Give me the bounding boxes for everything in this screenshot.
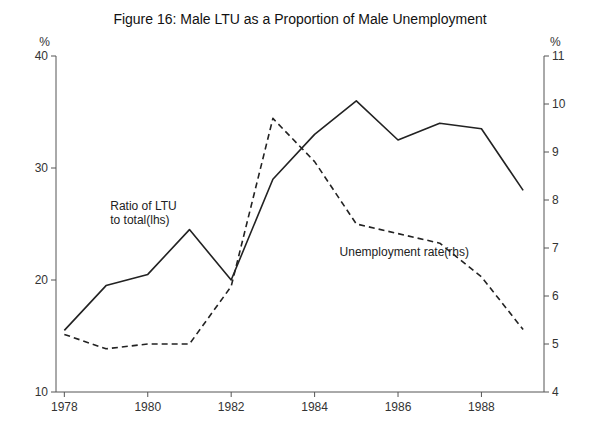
y2-tick	[544, 200, 549, 201]
title: Figure 16: Male LTU as a Proportion of M…	[113, 11, 486, 27]
background	[0, 0, 600, 436]
y2-tick	[544, 296, 549, 297]
y-tick	[51, 168, 56, 169]
chart: Figure 16: Male LTU as a Proportion of M…	[0, 0, 600, 436]
y2-tick	[544, 104, 549, 105]
y-tick-label: 10	[35, 385, 49, 399]
y2-tick-label: 5	[552, 337, 559, 351]
y-tick-label: 20	[35, 273, 49, 287]
y2-tick-label: 10	[552, 97, 566, 111]
series-line	[64, 118, 523, 348]
x-tick-label: 1982	[218, 400, 245, 414]
x-tick-label: 1984	[301, 400, 328, 414]
y-axis-label: %	[39, 35, 50, 49]
axes: 1978 1980 1982 1984 1986 1988 10 20 30 40 4 5 6 7 8 9 10…	[35, 49, 566, 414]
y-tick	[51, 280, 56, 281]
x-tick	[231, 392, 232, 397]
y-axis-line	[56, 56, 57, 392]
y-tick	[51, 56, 56, 57]
y-tick	[51, 392, 56, 393]
plot-area	[64, 101, 523, 349]
annotation: Ratio of LTUto total(lhs)	[110, 199, 176, 227]
y2-tick-label: 4	[552, 385, 559, 399]
x-tick	[64, 392, 65, 397]
y2-tick	[544, 152, 549, 153]
x-tick-label: 1988	[468, 400, 495, 414]
x-tick	[481, 392, 482, 397]
y-tick-label: 40	[35, 49, 49, 63]
y2-axis-line	[544, 56, 545, 392]
y2-tick-label: 8	[552, 193, 559, 207]
x-tick-label: 1978	[51, 400, 78, 414]
y2-tick	[544, 248, 549, 249]
x-tick-label: 1980	[134, 400, 161, 414]
annotation: Unemployment rate(rhs)	[340, 245, 469, 259]
x-tick-label: 1986	[385, 400, 412, 414]
y2-tick-label: 6	[552, 289, 559, 303]
x-tick	[398, 392, 399, 397]
x-axis-line	[56, 392, 544, 393]
series-line	[64, 101, 523, 331]
y2-tick-label: 7	[552, 241, 559, 255]
y-tick-label: 30	[35, 161, 49, 175]
y2-tick	[544, 392, 549, 393]
y2-tick	[544, 56, 549, 57]
y2-axis-label: %	[550, 35, 561, 49]
x-tick	[314, 392, 315, 397]
y2-tick-label: 9	[552, 145, 559, 159]
y2-tick	[544, 344, 549, 345]
y2-tick-label: 11	[552, 49, 565, 63]
x-tick	[147, 392, 148, 397]
